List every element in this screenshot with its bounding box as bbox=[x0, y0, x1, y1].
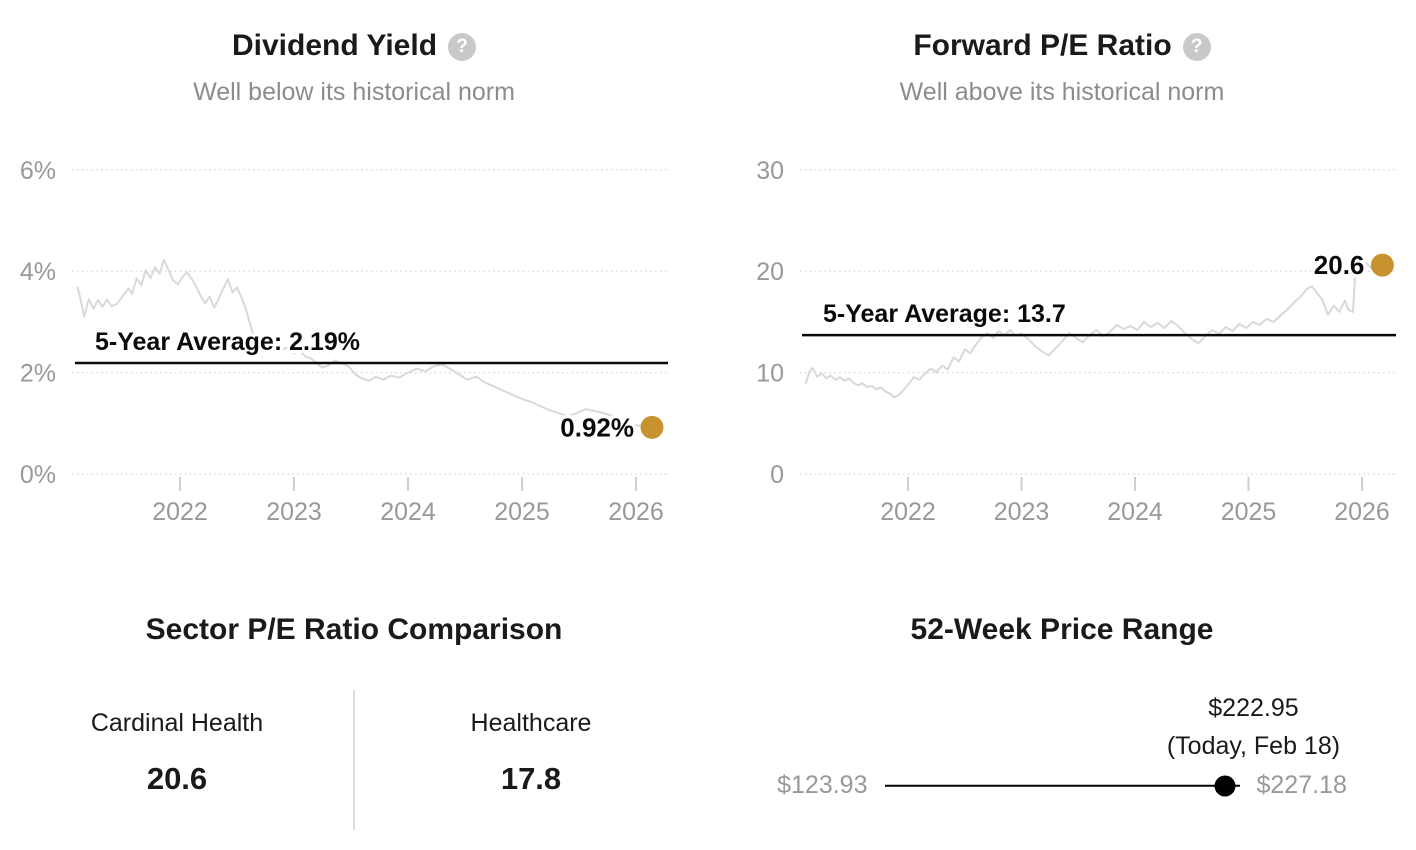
svg-text:5-Year Average: 2.19%: 5-Year Average: 2.19% bbox=[95, 328, 360, 356]
svg-text:2022: 2022 bbox=[880, 498, 936, 526]
current-price-label: $222.95 (Today, Feb 18) bbox=[1167, 690, 1340, 765]
svg-text:0.92%: 0.92% bbox=[560, 412, 634, 442]
svg-text:2024: 2024 bbox=[1107, 498, 1163, 526]
company-pe-value: 20.6 bbox=[146, 761, 208, 796]
svg-text:10: 10 bbox=[756, 360, 784, 388]
sector-pe-comparison: Cardinal Health 20.6 Healthcare 17.8 bbox=[0, 690, 708, 830]
svg-text:30: 30 bbox=[756, 157, 784, 185]
svg-text:0%: 0% bbox=[20, 461, 56, 489]
help-icon[interactable]: ? bbox=[1182, 33, 1211, 61]
panel-title-text: Forward P/E Ratio bbox=[913, 29, 1172, 62]
sector-name: Healthcare bbox=[470, 709, 592, 737]
help-icon[interactable]: ? bbox=[448, 33, 477, 61]
svg-text:4%: 4% bbox=[20, 258, 56, 286]
svg-text:2025: 2025 bbox=[494, 498, 550, 526]
price-range-row: $123.93 $227.18 bbox=[708, 771, 1416, 800]
svg-text:2022: 2022 bbox=[152, 498, 208, 526]
sector-pe-value: 17.8 bbox=[500, 761, 562, 796]
svg-text:2024: 2024 bbox=[380, 498, 436, 526]
price-range-panel: 52-Week Price Range $222.95 (Today, Feb … bbox=[708, 560, 1416, 850]
range-dot bbox=[1214, 775, 1236, 796]
svg-text:5-Year Average: 13.7: 5-Year Average: 13.7 bbox=[823, 300, 1066, 328]
svg-text:20.6: 20.6 bbox=[1314, 250, 1365, 280]
current-price-date: (Today, Feb 18) bbox=[1166, 731, 1341, 760]
company-name: Cardinal Health bbox=[90, 709, 264, 737]
company-column: Cardinal Health 20.6 bbox=[0, 690, 354, 830]
forward-pe-panel: Forward P/E Ratio ? Well above its histo… bbox=[708, 0, 1416, 560]
dividend-yield-subtitle: Well below its historical norm bbox=[193, 78, 515, 106]
svg-text:2026: 2026 bbox=[608, 498, 664, 526]
dividend-yield-title: Dividend Yield ? bbox=[0, 28, 708, 64]
svg-text:2026: 2026 bbox=[1334, 498, 1390, 526]
svg-text:0: 0 bbox=[770, 461, 784, 489]
range-track-line bbox=[884, 784, 1240, 787]
svg-text:2023: 2023 bbox=[266, 498, 322, 526]
price-range-title: 52-Week Price Range bbox=[910, 613, 1214, 646]
sector-pe-panel: Sector P/E Ratio Comparison Cardinal Hea… bbox=[0, 560, 708, 850]
column-divider bbox=[353, 690, 355, 830]
range-max-label: $227.18 bbox=[1256, 771, 1347, 799]
svg-text:20: 20 bbox=[756, 258, 784, 286]
svg-text:2025: 2025 bbox=[1221, 498, 1277, 526]
forward-pe-chart: 0 10 20 30 2022 2023 2024 2025 2026 5-Year Averag… bbox=[756, 157, 1396, 526]
current-price-value: $222.95 bbox=[1208, 694, 1299, 722]
panel-title-text: Dividend Yield bbox=[231, 29, 438, 62]
forward-pe-title: Forward P/E Ratio ? bbox=[708, 28, 1416, 64]
range-track bbox=[884, 775, 1240, 797]
dividend-yield-panel: Dividend Yield ? Well below its historic… bbox=[0, 0, 708, 560]
forward-pe-subtitle: Well above its historical norm bbox=[899, 78, 1225, 106]
svg-text:2%: 2% bbox=[20, 360, 56, 388]
dividend-yield-chart: 0% 2% 4% 6% 2022 2023 2024 2025 2026 5-Year Avera… bbox=[20, 157, 668, 526]
svg-text:6%: 6% bbox=[20, 157, 56, 185]
svg-text:2023: 2023 bbox=[994, 498, 1050, 526]
price-range-widget: $222.95 (Today, Feb 18) $123.93 $227.18 bbox=[708, 690, 1416, 850]
sector-column: Healthcare 17.8 bbox=[354, 690, 708, 830]
range-min-label: $123.93 bbox=[777, 771, 868, 799]
sector-pe-title: Sector P/E Ratio Comparison bbox=[145, 613, 563, 646]
